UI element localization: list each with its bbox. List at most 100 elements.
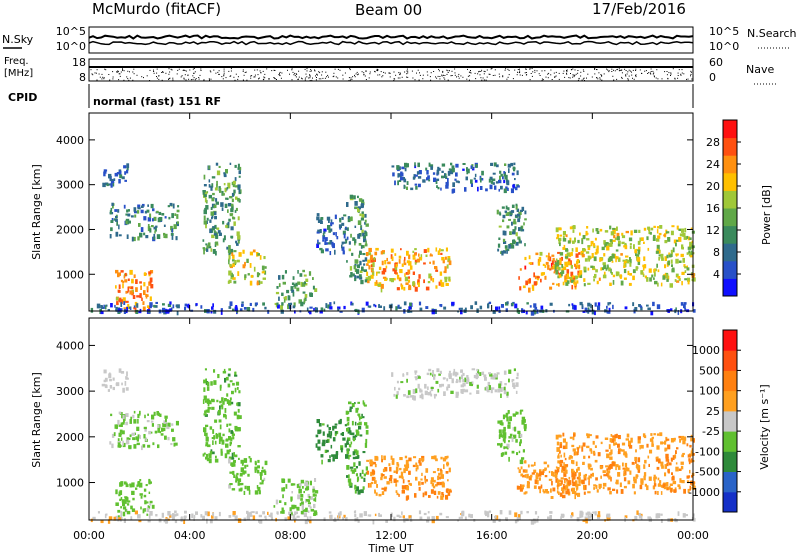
echo-cell	[154, 305, 158, 308]
echo-cell	[524, 243, 526, 247]
echo-cell	[264, 270, 267, 275]
echo-cell	[140, 496, 143, 499]
nave-point	[279, 72, 280, 74]
colorbar-tick-label: 28	[706, 136, 720, 149]
echo-cell	[376, 484, 378, 488]
echo-cell	[361, 229, 364, 234]
echo-cell	[565, 490, 569, 495]
echo-cell	[206, 400, 211, 404]
nave-point	[454, 74, 456, 76]
echo-cell	[507, 211, 510, 215]
echo-cell	[412, 464, 416, 468]
echo-cell	[614, 237, 618, 241]
nave-point	[103, 77, 105, 79]
echo-cell	[503, 386, 506, 391]
echo-cell	[498, 429, 502, 433]
echo-cell	[498, 179, 502, 184]
nave-point	[242, 69, 244, 71]
echo-cell	[583, 266, 587, 271]
echo-cell	[680, 465, 684, 470]
echo-cell	[520, 510, 523, 515]
echo-cell	[414, 370, 417, 375]
echo-cell	[593, 278, 595, 282]
echo-cell	[635, 460, 637, 464]
nave-point	[672, 68, 674, 70]
echo-cell	[293, 283, 296, 287]
echo-cell	[624, 306, 628, 310]
echo-cell	[440, 383, 444, 387]
echo-cell	[127, 286, 130, 292]
echo-cell	[590, 242, 593, 247]
echo-cell	[109, 178, 113, 182]
echo-cell	[528, 262, 533, 265]
echo-cell	[315, 443, 318, 448]
nave-point	[582, 78, 584, 80]
echo-cell	[332, 437, 336, 442]
echo-cell	[559, 459, 564, 464]
echo-cell	[658, 250, 661, 254]
echo-cell	[534, 479, 538, 485]
echo-cell	[538, 486, 541, 490]
echo-cell	[140, 285, 142, 290]
echo-cell	[129, 437, 131, 440]
nave-point	[401, 76, 403, 78]
freq-tick-low: 8	[79, 71, 86, 84]
echo-cell	[510, 244, 515, 249]
echo-cell	[431, 518, 435, 524]
echo-cell	[445, 471, 449, 474]
echo-cell	[291, 289, 295, 293]
echo-cell	[340, 433, 343, 436]
echo-cell	[444, 266, 447, 272]
echo-cell	[652, 277, 655, 280]
echo-cell	[527, 464, 530, 468]
nave-point	[259, 70, 261, 72]
echo-cell	[404, 185, 406, 189]
echo-cell	[583, 278, 586, 282]
echo-cell	[239, 308, 243, 312]
echo-cell	[602, 470, 606, 474]
echo-cell	[441, 175, 444, 179]
echo-cell	[167, 422, 171, 428]
nave-point	[254, 74, 256, 76]
nave-point	[545, 76, 547, 78]
echo-cell	[424, 475, 426, 481]
echo-cell	[677, 276, 681, 279]
nave-point	[297, 78, 299, 80]
echo-cell	[167, 436, 170, 441]
echo-cell	[462, 388, 465, 393]
echo-cell	[615, 249, 619, 252]
colorbar-swatch	[723, 172, 737, 191]
echo-cell	[563, 452, 566, 458]
echo-cell	[106, 183, 109, 187]
nave-point	[417, 69, 419, 71]
echo-cell	[594, 511, 597, 516]
nave-point	[325, 71, 327, 73]
echo-cell	[400, 248, 402, 251]
echo-cell	[502, 219, 505, 223]
echo-cell	[562, 238, 567, 242]
nave-point	[101, 73, 103, 75]
echo-cell	[334, 214, 337, 220]
echo-cell	[392, 172, 395, 177]
echo-cell	[342, 250, 345, 255]
echo-cell	[246, 510, 249, 514]
echo-cell	[513, 162, 516, 166]
echo-cell	[143, 290, 146, 295]
echo-cell	[460, 384, 465, 388]
nave-point	[349, 79, 351, 81]
echo-cell	[139, 308, 142, 312]
echo-cell	[533, 281, 537, 286]
nave-point	[254, 69, 256, 71]
echo-cell	[558, 491, 560, 495]
echo-cell	[561, 264, 564, 268]
echo-cell	[246, 515, 251, 521]
nave-point	[442, 70, 444, 72]
echo-cell	[126, 371, 128, 376]
echo-cell	[566, 478, 568, 482]
nave-point	[242, 79, 244, 81]
echo-cell	[534, 306, 538, 310]
nave-point	[149, 69, 151, 71]
echo-cell	[474, 301, 478, 305]
echo-cell	[663, 486, 668, 490]
nave-point	[490, 68, 492, 70]
